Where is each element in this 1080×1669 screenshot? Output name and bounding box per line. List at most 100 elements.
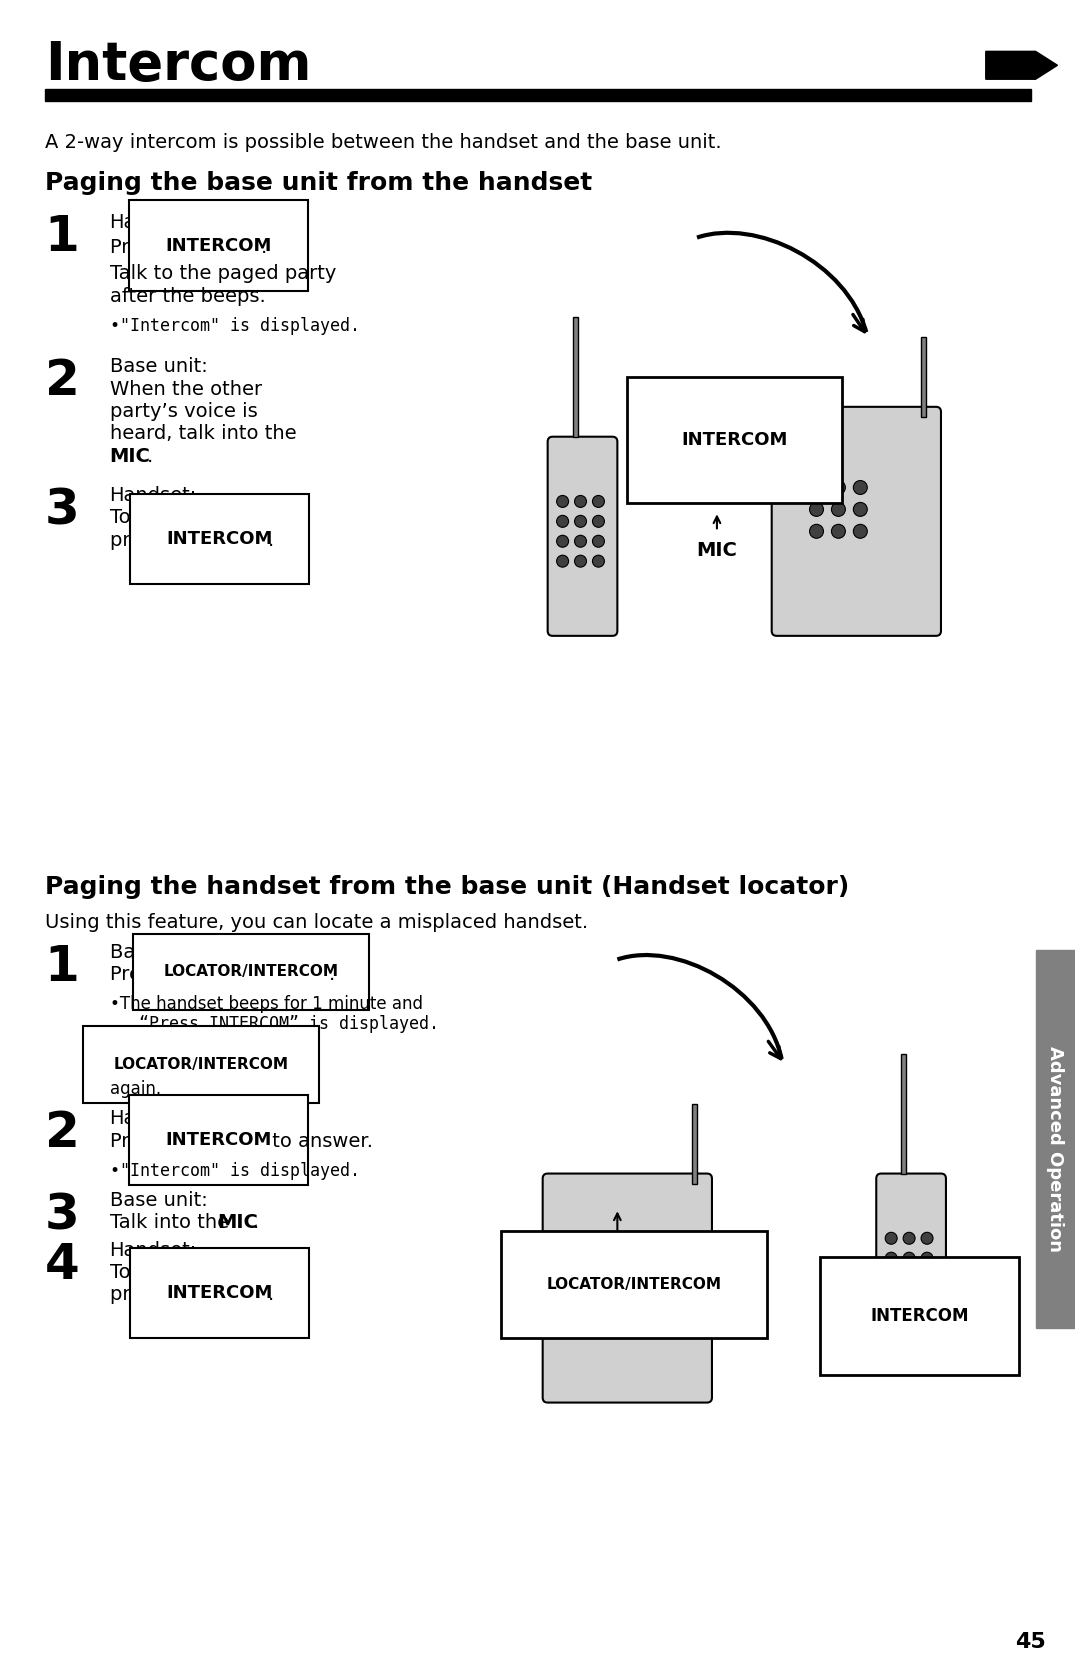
Text: Handset:: Handset: [109,212,197,232]
Text: INTERCOM: INTERCOM [166,1283,272,1302]
Text: Press: Press [109,237,167,257]
Text: 2: 2 [44,357,80,406]
Circle shape [575,536,586,547]
Text: .: . [147,447,153,466]
Text: •The handset beeps for 1 minute and: •The handset beeps for 1 minute and [109,995,422,1013]
Text: •"Intercom" is displayed.: •"Intercom" is displayed. [109,317,360,335]
Text: Press: Press [109,965,167,985]
Circle shape [556,516,568,527]
FancyBboxPatch shape [876,1173,946,1372]
Circle shape [832,502,846,516]
Text: LOCATOR/INTERCOM: LOCATOR/INTERCOM [113,1056,288,1071]
Circle shape [810,502,823,516]
Text: Base unit:: Base unit: [109,357,207,376]
Text: Talk into the: Talk into the [109,1213,235,1232]
Circle shape [593,556,605,567]
Text: 3: 3 [44,1192,80,1240]
Circle shape [624,1292,638,1305]
Circle shape [853,524,867,539]
Text: When the other: When the other [109,381,261,399]
Text: .: . [328,965,335,985]
Circle shape [575,556,586,567]
Text: INTERCOM: INTERCOM [166,531,272,549]
Text: Press: Press [109,1132,167,1150]
Text: To end the intercom,: To end the intercom, [109,1263,310,1282]
Text: INTERCOM: INTERCOM [165,237,272,255]
Text: LOCATOR/INTERCOM: LOCATOR/INTERCOM [163,965,338,980]
Circle shape [853,481,867,494]
Text: LOCATOR/INTERCOM: LOCATOR/INTERCOM [546,1277,721,1292]
Text: heard, talk into the: heard, talk into the [109,424,296,442]
Text: .: . [268,531,274,551]
Text: A 2-way intercom is possible between the handset and the base unit.: A 2-way intercom is possible between the… [44,134,721,152]
Circle shape [593,536,605,547]
Text: INTERCOM: INTERCOM [870,1307,969,1325]
Text: Handset:: Handset: [109,486,197,506]
Circle shape [593,496,605,507]
Text: again.: again. [109,1080,161,1098]
Text: 1: 1 [44,943,80,990]
Circle shape [903,1252,915,1263]
Circle shape [886,1232,897,1245]
Bar [692,1103,697,1183]
Circle shape [903,1292,915,1303]
Circle shape [575,516,586,527]
Circle shape [921,1232,933,1245]
Text: 4: 4 [44,1242,80,1288]
Text: Using this feature, you can locate a misplaced handset.: Using this feature, you can locate a mis… [44,913,588,931]
Circle shape [556,496,568,507]
Circle shape [810,524,823,539]
Text: INTERCOM: INTERCOM [681,431,787,449]
Text: “Press INTERCOM” is displayed.: “Press INTERCOM” is displayed. [120,1015,440,1033]
Text: MIC: MIC [697,541,738,561]
Text: Advanced Operation: Advanced Operation [1047,1046,1065,1252]
Text: 1: 1 [44,212,80,260]
Text: party’s voice is: party’s voice is [109,402,257,421]
Circle shape [624,1247,638,1262]
Text: Handset:: Handset: [109,1242,197,1260]
Text: Paging the handset from the base unit (Handset locator): Paging the handset from the base unit (H… [44,875,849,900]
Text: .: . [268,1285,274,1303]
Circle shape [575,496,586,507]
FancyBboxPatch shape [772,407,941,636]
Circle shape [832,524,846,539]
Text: Talk to the paged party: Talk to the paged party [109,264,336,284]
Text: 2: 2 [44,1108,80,1157]
Text: .: . [253,1213,259,1232]
Text: •"Intercom" is displayed.: •"Intercom" is displayed. [109,1162,360,1180]
Circle shape [603,1268,617,1283]
Text: press: press [109,1285,168,1303]
Circle shape [921,1292,933,1303]
Text: press: press [109,531,168,551]
Text: To end the intercom,: To end the intercom, [109,509,310,527]
Circle shape [624,1268,638,1283]
Circle shape [581,1247,594,1262]
Circle shape [903,1232,915,1245]
Text: Paging the base unit from the handset: Paging the base unit from the handset [44,170,592,195]
Bar [921,337,926,417]
Circle shape [853,502,867,516]
Text: •To stop paging, press: •To stop paging, press [109,1038,296,1056]
Text: MIC: MIC [109,447,150,466]
Text: MIC: MIC [597,1238,638,1257]
Text: 45: 45 [1015,1632,1045,1652]
Text: to answer.: to answer. [266,1132,373,1150]
Circle shape [603,1247,617,1262]
FancyBboxPatch shape [542,1173,712,1402]
Text: Base unit:: Base unit: [109,1192,207,1210]
Bar [44,88,1030,102]
Circle shape [593,516,605,527]
Circle shape [603,1292,617,1305]
Circle shape [581,1268,594,1283]
Text: after the beeps.: after the beeps. [109,287,266,307]
Bar [1036,950,1076,1329]
Circle shape [886,1292,897,1303]
Bar [901,1055,906,1173]
FancyArrow shape [986,52,1057,78]
Bar [572,317,578,437]
Circle shape [556,536,568,547]
Circle shape [886,1252,897,1263]
Text: Intercom: Intercom [44,40,311,92]
Circle shape [921,1252,933,1263]
Text: 3: 3 [44,486,80,534]
